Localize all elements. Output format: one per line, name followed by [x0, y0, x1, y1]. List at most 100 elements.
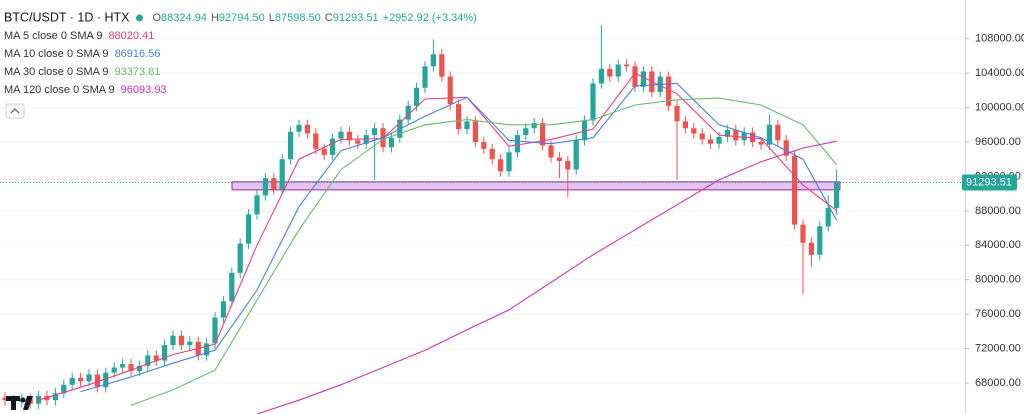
collapse-button[interactable] [5, 103, 25, 119]
candle-body [153, 355, 159, 361]
legend-value: 86916.56 [115, 48, 161, 60]
candle-body [220, 301, 226, 318]
candle-body [825, 207, 831, 227]
candle-body [733, 129, 739, 141]
legend: BTC/USDT · 1D · HTX O 88324.94 H 92794.50 L 87… [4, 10, 477, 96]
candle-body [2, 397, 8, 401]
ohlc-key: H [211, 12, 219, 24]
change-value: +2952.92 (+3.34%) [383, 12, 477, 24]
ohlc-value: 92794.50 [219, 12, 265, 24]
candle-body [674, 105, 680, 122]
candle-body [699, 133, 705, 140]
candle-body [439, 54, 445, 77]
symbol-title: BTC/USDT · 1D · HTX [4, 10, 130, 24]
candle-body [178, 335, 184, 346]
candle-body [254, 195, 260, 215]
candle-body [136, 365, 142, 371]
candle-body [489, 148, 495, 160]
y-tick-label: 104000.00 [975, 67, 1024, 79]
y-tick-label: 80000.00 [975, 274, 1021, 286]
logo-part [11, 396, 16, 410]
candle-body [237, 243, 243, 273]
legend-value: 93373.81 [115, 66, 161, 78]
candle-body [61, 384, 67, 394]
candle-body [372, 128, 378, 136]
price-label-box [962, 174, 1017, 191]
candle-body [800, 224, 806, 243]
candle-body [304, 124, 310, 134]
ohlc-key: L [269, 12, 275, 24]
candle-body [556, 157, 562, 161]
candle-body [624, 64, 630, 67]
legend-value: 96093.93 [121, 84, 167, 96]
ma-line [80, 82, 838, 393]
candle-body [430, 54, 436, 67]
candle-body [598, 68, 604, 84]
candle-body [162, 345, 168, 361]
candle-body [506, 152, 512, 172]
candle-body [346, 131, 352, 141]
candle-body [321, 148, 327, 155]
candle-body [582, 120, 588, 141]
candle-body [464, 121, 470, 130]
y-tick-label: 108000.00 [975, 33, 1024, 45]
candle-body [103, 372, 109, 388]
candle-body [632, 66, 638, 87]
candle-body [615, 64, 621, 77]
candle-body [187, 341, 193, 346]
candle-body [86, 374, 92, 382]
legend-value: 88020.41 [108, 30, 154, 42]
candle-body [456, 104, 462, 130]
y-tick-label: 100000.00 [975, 101, 1024, 113]
candle-body [128, 364, 134, 371]
candle-body [708, 139, 714, 144]
legend-name: MA 5 close 0 SMA 9 [4, 30, 102, 42]
candle-body [691, 128, 697, 134]
candle-body [682, 121, 688, 129]
candle-body [750, 132, 756, 143]
candle-body [229, 272, 235, 302]
candle-body [212, 317, 218, 344]
candle-body [716, 136, 722, 144]
collapse-icon [10, 108, 20, 114]
candle-body [775, 124, 781, 141]
ohlc-value: 88324.94 [161, 12, 207, 24]
ma-line [130, 97, 838, 406]
candle-body [338, 131, 344, 139]
candle-body [741, 132, 747, 141]
candle-body [758, 142, 764, 145]
candle-body [170, 335, 176, 346]
candle-body [120, 364, 126, 368]
candle-body [52, 393, 58, 401]
ohlc-key: O [152, 12, 161, 24]
candle-body [640, 71, 646, 87]
candle-body [288, 131, 294, 160]
candle-body [296, 124, 302, 132]
candle-body [531, 123, 537, 129]
candle-body [834, 182, 840, 209]
candle-body [514, 135, 520, 153]
plot [0, 24, 965, 414]
logo-part [20, 397, 26, 403]
price-label: 91293.51 [966, 176, 1012, 188]
candle-body [279, 159, 285, 190]
candle-body [792, 155, 798, 225]
candle-body [766, 124, 772, 145]
candle-body [666, 76, 672, 106]
ohlc-value: 87598.50 [275, 12, 321, 24]
ohlc-value: 91293.51 [333, 12, 379, 24]
legend-name: MA 120 close 0 SMA 9 [4, 84, 115, 96]
candle-body [330, 138, 336, 155]
logo [6, 396, 33, 410]
candle-body [246, 214, 252, 244]
ohlc-key: C [325, 12, 333, 24]
candle-body [405, 105, 411, 120]
zone [231, 181, 841, 191]
candle-body [498, 159, 504, 172]
candle-body [808, 242, 814, 255]
y-tick-label: 72000.00 [975, 342, 1021, 354]
y-tick-label: 76000.00 [975, 308, 1021, 320]
y-tick-label: 96000.00 [975, 136, 1021, 148]
